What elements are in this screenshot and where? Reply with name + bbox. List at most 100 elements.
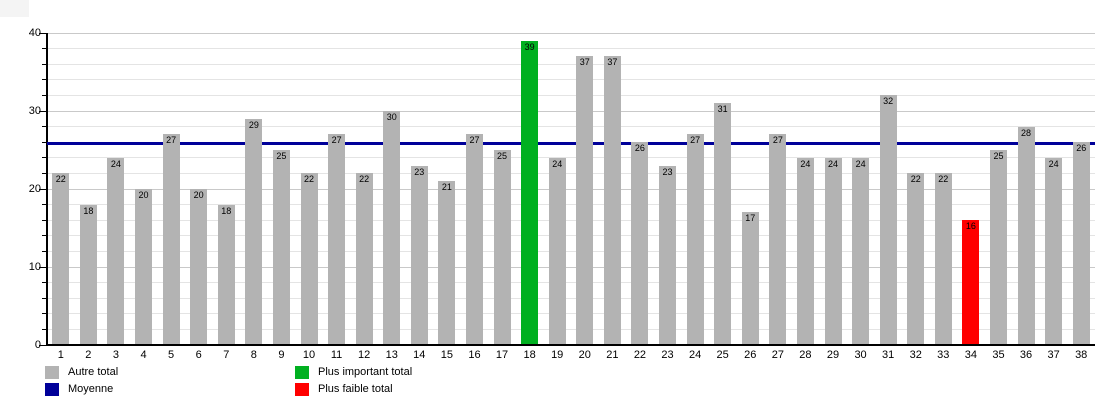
- bar-32: [907, 173, 925, 345]
- x-axis-label: 1: [57, 349, 64, 361]
- legend-label: Autre total: [68, 366, 119, 378]
- gridline: [47, 141, 1095, 143]
- bar-value-label: 37: [579, 57, 590, 68]
- gridline: [47, 63, 1095, 65]
- x-axis-label: 23: [661, 349, 674, 361]
- plus-faible-total-swatch: [295, 383, 309, 396]
- bar-value-label: 27: [772, 135, 783, 146]
- x-axis-label: 30: [854, 349, 867, 361]
- bar-38: [1072, 142, 1090, 345]
- legend-item-plus-faible-total: Plus faible total: [295, 383, 393, 396]
- bar-value-label: 25: [497, 151, 508, 161]
- gridline: [47, 235, 1095, 237]
- bar-30: [852, 157, 870, 345]
- gridline: [47, 157, 1095, 159]
- x-axis-label: 2: [85, 349, 92, 361]
- y-axis-tick: [39, 32, 46, 34]
- x-axis-label: 26: [744, 349, 757, 361]
- bar-value-label: 25: [276, 151, 287, 161]
- y-axis-tick: [42, 172, 46, 174]
- bar-37: [1045, 157, 1063, 345]
- gridline: [47, 48, 1095, 50]
- gridline: [47, 188, 1095, 190]
- y-axis-tick: [42, 313, 46, 315]
- gridline: [47, 282, 1095, 284]
- y-axis-tick: [42, 79, 46, 81]
- bar-6: [190, 189, 208, 345]
- x-axis-label: 15: [440, 349, 453, 361]
- bar-value-label: 22: [55, 174, 66, 185]
- gridline: [47, 94, 1095, 96]
- bar-value-label: 22: [910, 174, 921, 185]
- bar-value-label: 24: [800, 158, 811, 169]
- bar-value-label: 20: [193, 190, 204, 200]
- bar-25: [714, 103, 732, 345]
- x-axis-label: 20: [578, 349, 591, 361]
- bar-value-label: 22: [938, 174, 949, 185]
- y-axis-tick-label: 40: [28, 27, 41, 39]
- y-axis-tick: [39, 266, 46, 268]
- x-axis-label: 5: [168, 349, 175, 361]
- gridline: [47, 250, 1095, 252]
- bar-value-label: 39: [524, 41, 535, 52]
- bar-5: [162, 134, 180, 345]
- x-axis-label: 33: [937, 349, 950, 361]
- bar-value-label: 22: [303, 174, 314, 185]
- bar-28: [796, 157, 814, 345]
- x-axis-label: 35: [992, 349, 1005, 361]
- bar-1: [52, 173, 70, 345]
- y-axis-tick: [42, 157, 46, 159]
- bar-value-label: 27: [166, 135, 177, 146]
- x-axis-label: 32: [909, 349, 922, 361]
- x-axis-label: 21: [606, 349, 619, 361]
- y-axis-tick-label: 20: [28, 183, 41, 195]
- bar-value-label: 28: [1021, 127, 1032, 138]
- bar-value-label: 20: [138, 190, 149, 200]
- y-axis-tick: [39, 344, 46, 346]
- y-axis-tick: [42, 48, 46, 50]
- bar-36: [1017, 126, 1035, 345]
- bar-26: [741, 212, 759, 345]
- x-axis-label: 38: [1075, 349, 1088, 361]
- y-axis-tick-label: 30: [28, 105, 41, 117]
- legend-label: Plus important total: [318, 366, 413, 378]
- bar-value-label: 27: [690, 135, 701, 146]
- bar-7: [217, 204, 235, 345]
- legend-label: Moyenne: [68, 383, 114, 395]
- bar-value-label: 26: [634, 143, 645, 154]
- gridline: [47, 219, 1095, 221]
- bar-value-label: 23: [662, 166, 673, 177]
- bar-value-label: 26: [1076, 143, 1087, 154]
- x-axis-label: 29: [826, 349, 840, 361]
- bar-value-label: 31: [717, 104, 728, 115]
- x-axis-label: 10: [302, 349, 316, 361]
- x-axis-label: 27: [771, 349, 784, 361]
- x-axis-line: [46, 344, 1095, 346]
- bar-22: [631, 142, 649, 345]
- bar-27: [769, 134, 787, 345]
- x-axis-label: 9: [278, 349, 285, 361]
- bar-10: [300, 173, 318, 345]
- bar-value-label: 24: [827, 158, 838, 169]
- bar-15: [438, 181, 456, 345]
- bar-33: [934, 173, 952, 345]
- bar-11: [328, 134, 346, 345]
- x-axis-label: 17: [495, 349, 509, 361]
- x-axis-label: 6: [195, 349, 202, 361]
- x-axis-label: 11: [330, 349, 343, 361]
- y-axis-line: [46, 33, 48, 345]
- y-axis-tick: [42, 328, 46, 330]
- bar-8: [245, 118, 263, 345]
- bar-value-label: 18: [83, 205, 94, 216]
- bar-20: [576, 56, 594, 345]
- gridline: [47, 79, 1095, 81]
- x-axis-label: 24: [688, 349, 702, 361]
- x-axis-label: 31: [882, 349, 895, 361]
- bar-value-label: 32: [883, 96, 894, 107]
- y-axis-tick-label: 10: [28, 261, 41, 273]
- bar-17: [493, 150, 511, 345]
- bar-value-label: 27: [331, 135, 342, 146]
- bar-value-label: 37: [607, 57, 618, 68]
- bar-24: [686, 134, 704, 345]
